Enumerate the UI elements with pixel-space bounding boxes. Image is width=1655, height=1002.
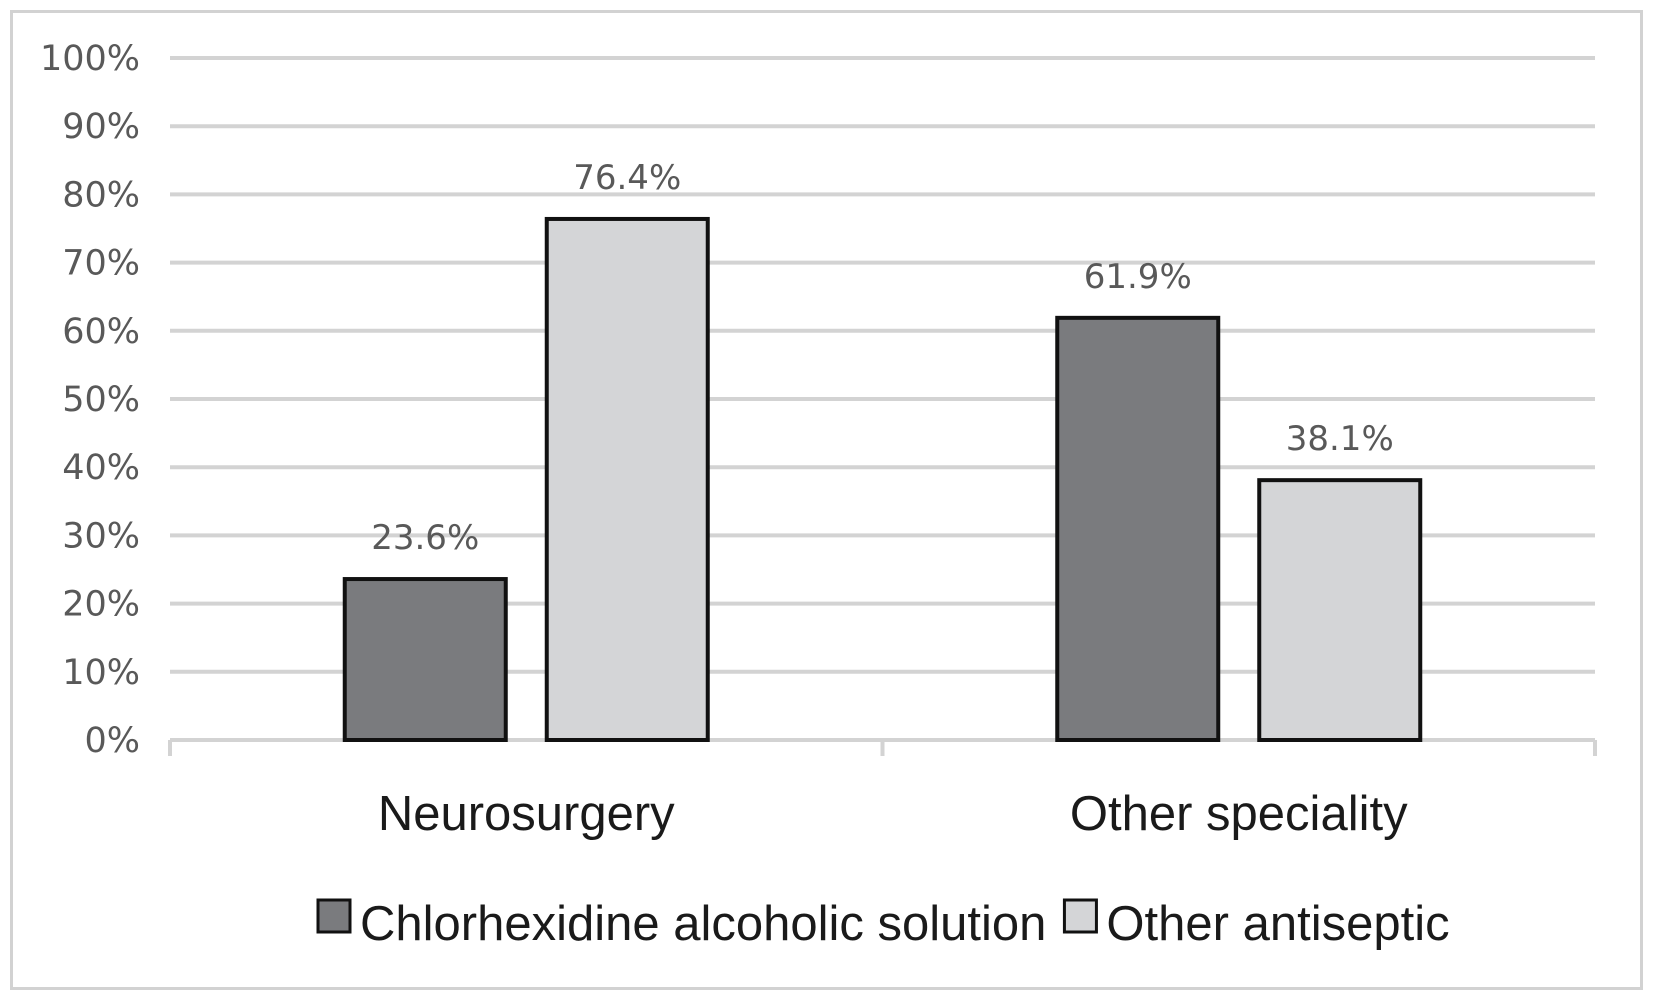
- bar[interactable]: [342, 577, 508, 742]
- bar[interactable]: [1257, 478, 1423, 742]
- y-tick-label: 50%: [62, 380, 140, 420]
- data-label: 23.6%: [371, 518, 479, 558]
- legend-swatch: [1062, 898, 1098, 934]
- y-tick-label: 30%: [62, 516, 140, 556]
- y-tick-label: 70%: [62, 244, 140, 284]
- data-label: 61.9%: [1084, 257, 1192, 297]
- y-tick-label: 80%: [62, 175, 140, 215]
- category-label: Other speciality: [1070, 787, 1408, 841]
- data-label: 38.1%: [1286, 419, 1394, 459]
- data-label: 76.4%: [573, 158, 681, 198]
- bar[interactable]: [544, 216, 710, 742]
- legend-label: Chlorhexidine alcoholic solution: [360, 897, 1046, 951]
- y-tick-label: 100%: [40, 39, 140, 79]
- legend-swatch: [316, 898, 352, 934]
- y-tick-label: 0%: [84, 721, 140, 761]
- y-tick-label: 60%: [62, 312, 140, 352]
- category-label: Neurosurgery: [378, 787, 675, 841]
- legend-label: Other antiseptic: [1106, 897, 1449, 951]
- y-tick-label: 20%: [62, 585, 140, 625]
- bar[interactable]: [1055, 315, 1221, 742]
- y-tick-label: 90%: [62, 107, 140, 147]
- y-tick-label: 40%: [62, 448, 140, 488]
- legend: Chlorhexidine alcoholic solution Other an…: [316, 897, 1450, 951]
- y-tick-label: 10%: [62, 653, 140, 693]
